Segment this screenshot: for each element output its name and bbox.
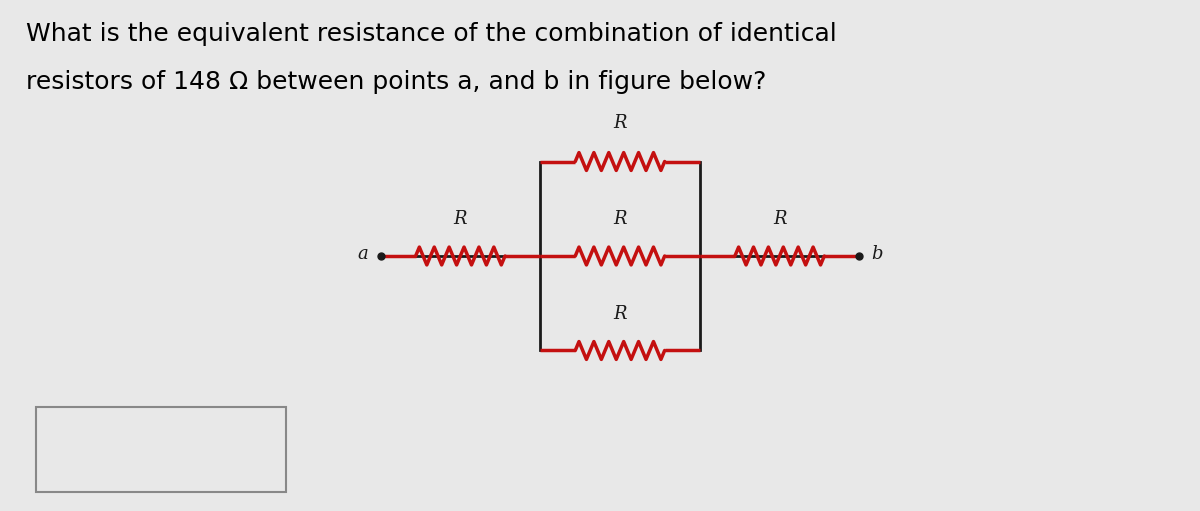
Text: R: R (454, 210, 467, 228)
Text: R: R (613, 113, 626, 132)
Text: R: R (613, 305, 626, 322)
Text: R: R (613, 210, 626, 228)
Text: R: R (773, 210, 786, 228)
Text: What is the equivalent resistance of the combination of identical: What is the equivalent resistance of the… (26, 22, 838, 46)
Text: b: b (871, 245, 883, 263)
Text: a: a (358, 245, 368, 263)
FancyBboxPatch shape (36, 407, 286, 492)
Text: resistors of 148 Ω between points a, and b in figure below?: resistors of 148 Ω between points a, and… (26, 70, 767, 94)
